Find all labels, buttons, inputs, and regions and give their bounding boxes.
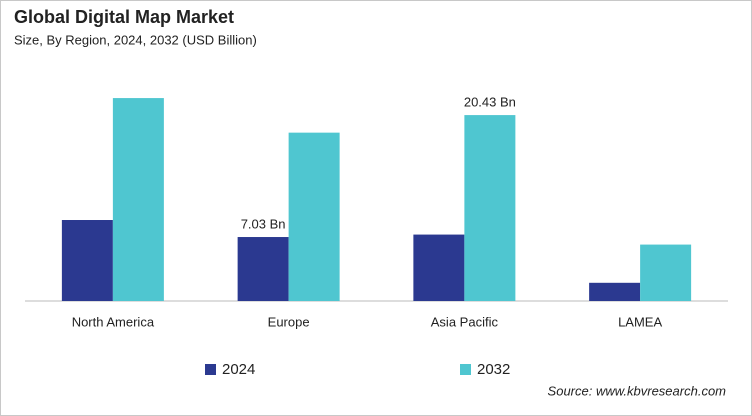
bar [237,237,289,301]
x-tick-label: Asia Pacific [431,314,499,329]
legend-swatch [460,364,471,375]
bar [413,234,465,301]
chart-title: Global Digital Map Market [14,7,234,27]
legend-label: 2032 [477,361,510,378]
source: Source: www.kbvresearch.com [548,383,727,398]
x-tick-label: North America [72,314,155,329]
bar [61,220,113,301]
legend-swatch [205,364,216,375]
data-label: 20.43 Bn [464,95,516,110]
bar [288,132,340,301]
x-tick-label: Europe [268,314,310,329]
bar [464,115,516,301]
bar [112,98,164,301]
x-tick-label: LAMEA [618,314,662,329]
chart-subtitle: Size, By Region, 2024, 2032 (USD Billion… [14,32,257,47]
bar [589,282,641,301]
data-label: 7.03 Bn [241,216,286,231]
legend-label: 2024 [222,361,255,378]
bar [640,244,692,301]
